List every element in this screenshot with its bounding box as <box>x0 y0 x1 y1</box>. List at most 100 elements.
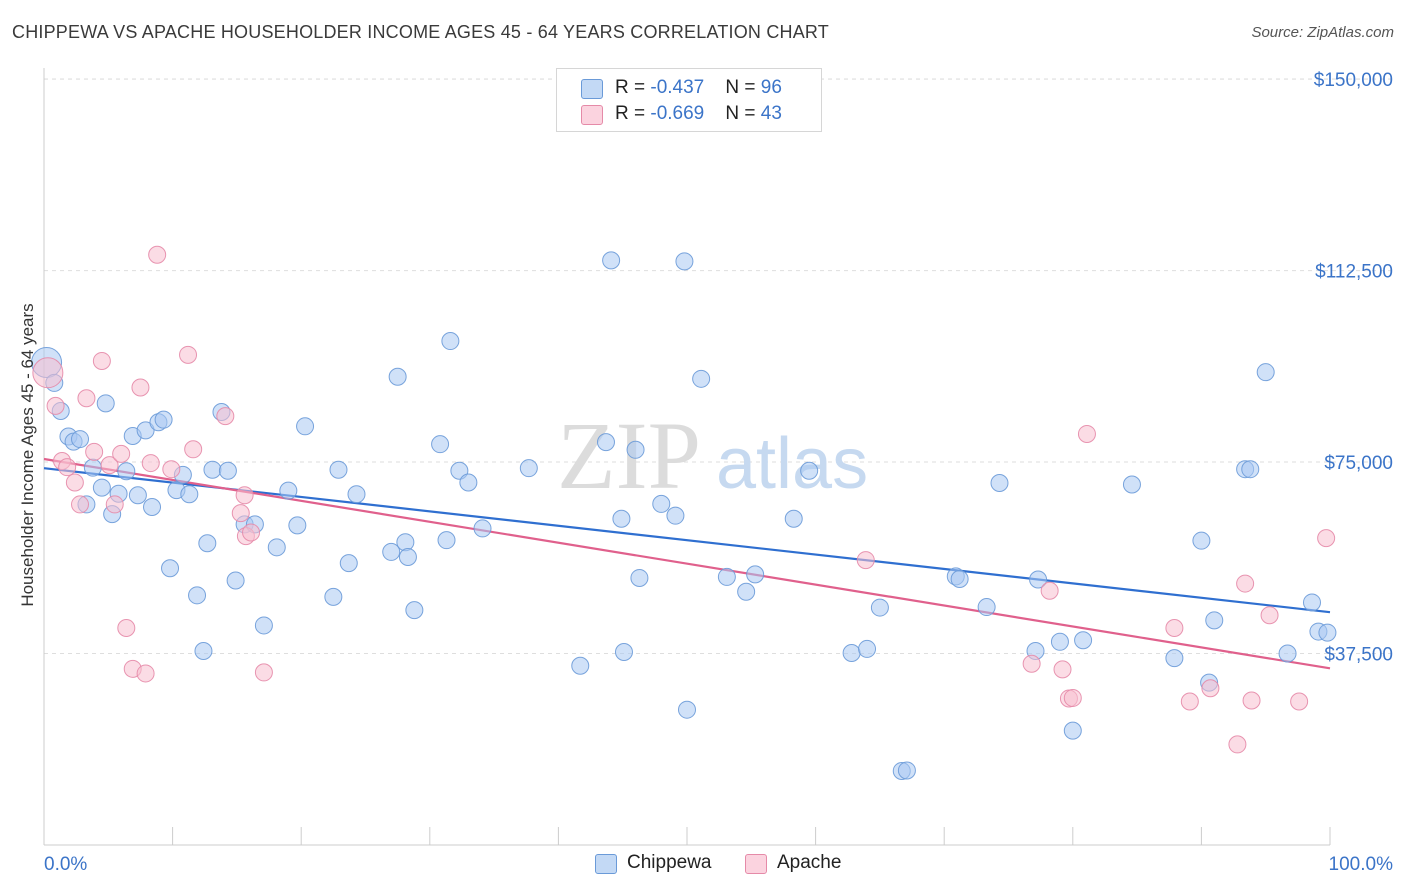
legend-n-label: N = <box>725 77 761 98</box>
point-chippewa <box>692 369 711 388</box>
point-chippewa <box>288 516 307 535</box>
point-apache <box>85 442 104 461</box>
point-chippewa <box>842 644 861 663</box>
legend-r-value: -0.669 <box>650 103 705 124</box>
point-apache <box>1165 618 1184 637</box>
point-chippewa <box>83 458 102 477</box>
trend-line-chippewa <box>43 467 1331 614</box>
point-chippewa <box>339 554 358 573</box>
point-apache <box>1063 688 1082 707</box>
point-chippewa <box>1241 460 1260 479</box>
point-chippewa <box>117 462 136 481</box>
legend-swatch-chippewa <box>581 79 603 99</box>
y-tick-label: $112,500 <box>1315 262 1393 283</box>
point-apache <box>1022 654 1041 673</box>
point-apache <box>216 407 235 426</box>
y-axis-label: Householder Income Ages 45 - 64 years <box>18 303 37 607</box>
point-apache <box>179 345 198 364</box>
point-chippewa <box>630 568 649 587</box>
point-apache <box>100 456 119 475</box>
bottom-legend-label-apache: Apache <box>777 852 842 873</box>
point-chippewa <box>950 569 969 588</box>
point-chippewa <box>161 559 180 578</box>
point-chippewa <box>324 587 343 606</box>
source-label: Source: ZipAtlas.com <box>1251 24 1394 41</box>
point-chippewa <box>388 367 407 386</box>
legend-n-label: N = <box>725 103 761 124</box>
point-chippewa <box>784 509 803 528</box>
point-chippewa <box>519 459 538 478</box>
grid-lines <box>44 78 1395 655</box>
point-apache <box>184 440 203 459</box>
point-chippewa <box>254 616 273 635</box>
x-tick-label: 0.0% <box>44 854 87 875</box>
point-apache <box>1040 581 1059 600</box>
watermark-atlas: atlas <box>716 424 868 504</box>
point-chippewa <box>128 486 147 505</box>
point-chippewa <box>977 598 996 617</box>
point-apache <box>105 495 124 514</box>
point-chippewa <box>746 565 765 584</box>
point-chippewa <box>675 252 694 271</box>
point-chippewa <box>1063 721 1082 740</box>
point-chippewa <box>267 538 286 557</box>
point-chippewa <box>897 761 916 780</box>
point-apache <box>117 618 136 637</box>
point-apache <box>112 444 131 463</box>
point-chippewa <box>858 639 877 658</box>
chart-title: CHIPPEWA VS APACHE HOUSEHOLDER INCOME AG… <box>12 22 830 42</box>
point-chippewa <box>279 481 298 500</box>
trend-lines <box>43 457 1331 670</box>
point-chippewa <box>154 410 173 429</box>
point-apache <box>231 504 250 523</box>
bottom-legend-swatch-apache <box>745 854 767 874</box>
point-chippewa <box>717 567 736 586</box>
point-chippewa <box>198 534 217 553</box>
point-apache <box>92 351 111 370</box>
point-chippewa <box>226 571 245 590</box>
point-chippewa <box>71 430 90 449</box>
point-apache <box>235 486 254 505</box>
point-chippewa <box>405 601 424 620</box>
point-chippewa <box>1050 632 1069 651</box>
point-apache <box>32 357 64 389</box>
point-chippewa <box>329 460 348 479</box>
point-chippewa <box>626 440 645 459</box>
point-apache <box>148 245 167 264</box>
point-chippewa <box>1074 631 1093 650</box>
point-chippewa <box>602 251 621 270</box>
point-chippewa <box>347 485 366 504</box>
point-apache <box>1180 692 1199 711</box>
point-apache <box>1242 691 1261 710</box>
trend-line-apache <box>43 457 1331 670</box>
bottom-legend-swatch-chippewa <box>595 854 617 874</box>
point-chippewa <box>143 497 162 516</box>
point-apache <box>1053 660 1072 679</box>
point-chippewa <box>1278 644 1297 663</box>
point-chippewa <box>1165 649 1184 668</box>
point-apache <box>131 378 150 397</box>
point-apache <box>254 663 273 682</box>
legend-n-value: 43 <box>760 103 782 124</box>
point-apache <box>136 664 155 683</box>
watermark: ZIP atlas <box>557 402 868 509</box>
y-tick-label: $75,000 <box>1324 453 1393 474</box>
point-chippewa <box>1256 363 1275 382</box>
point-apache <box>71 495 90 514</box>
legend-r-value: -0.437 <box>650 77 705 98</box>
point-apache <box>65 473 84 492</box>
y-tick-label: $150,000 <box>1314 70 1393 91</box>
point-chippewa <box>96 394 115 413</box>
point-chippewa <box>596 433 615 452</box>
point-apache <box>58 458 77 477</box>
point-apache <box>242 523 261 542</box>
point-chippewa <box>188 586 207 605</box>
point-chippewa <box>612 509 631 528</box>
point-chippewa <box>870 598 889 617</box>
legend-r-label: R = <box>615 77 651 98</box>
axes <box>43 68 1331 846</box>
point-apache <box>77 389 96 408</box>
point-chippewa <box>571 656 590 675</box>
point-chippewa <box>1318 623 1337 642</box>
y-tick-label: $37,500 <box>1324 645 1393 666</box>
